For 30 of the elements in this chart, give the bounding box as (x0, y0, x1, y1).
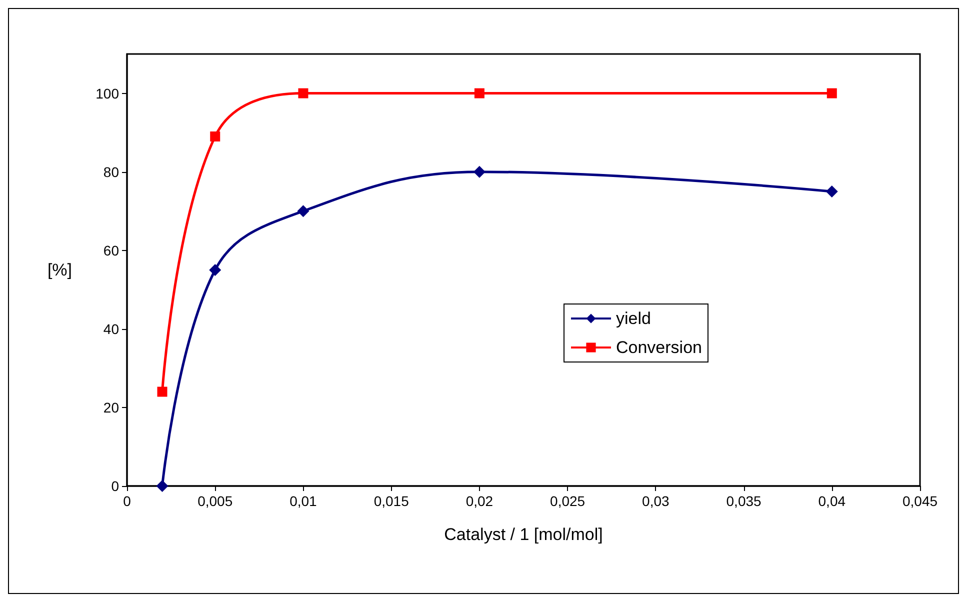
point (157, 386, 168, 397)
point (826, 185, 838, 198)
x-tick-label: 0,01 (290, 493, 318, 509)
point (210, 131, 220, 142)
point (826, 88, 837, 98)
x-tick-label: 0,005 (198, 493, 233, 509)
y-tick-label: 20 (103, 399, 120, 416)
y-axis-title: [%] (47, 260, 72, 280)
y-tick-label: 60 (103, 242, 120, 258)
legend-label: yield (616, 309, 651, 328)
legend-label: Conversion (616, 338, 702, 357)
x-tick-label: 0,03 (642, 493, 670, 509)
y-tick-label: 0 (111, 478, 120, 494)
point (474, 88, 484, 98)
point (473, 166, 486, 178)
point (156, 480, 168, 492)
y-tick-label: 40 (103, 320, 120, 337)
point (209, 264, 222, 276)
x-tick-label: 0,035 (726, 493, 762, 509)
x-tick-label: 0,025 (550, 493, 586, 509)
y-tick-label: 80 (103, 164, 120, 180)
point (298, 88, 308, 98)
x-tick-label: 0 (123, 493, 132, 509)
x-tick-label: 0,04 (818, 493, 846, 509)
x-tick-label: 0,02 (466, 493, 494, 509)
x-tick-label: 0,015 (374, 493, 410, 509)
point (297, 205, 310, 218)
x-axis-title: Catalyst / 1 [mol/mol] (444, 525, 603, 544)
y-tick-label: 100 (96, 85, 120, 102)
x-tick-label: 0,045 (902, 493, 938, 509)
